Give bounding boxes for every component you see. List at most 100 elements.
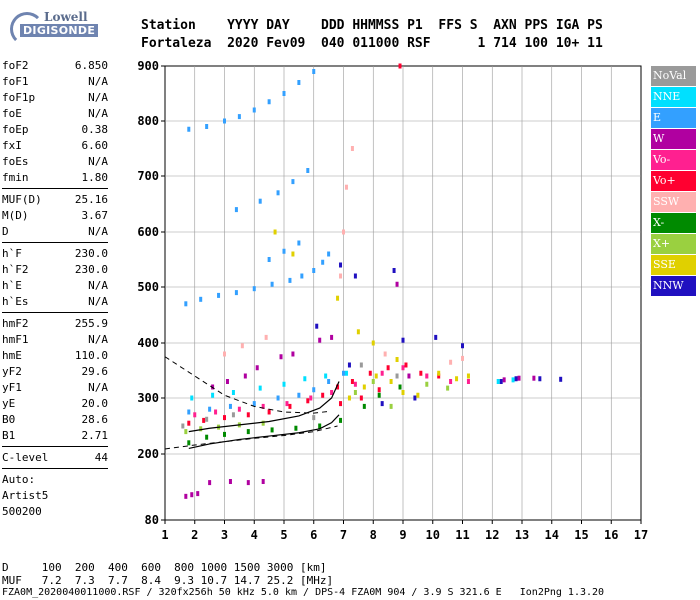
param-value: 255.9 <box>74 317 108 330</box>
data-point-sse <box>416 392 420 398</box>
data-point-ssw <box>383 351 387 357</box>
param-name: foEs <box>2 155 29 168</box>
data-point-ssw <box>339 273 343 279</box>
data-point-e <box>306 168 310 173</box>
data-point-nnw <box>413 395 417 401</box>
x-tick-label: 16 <box>604 528 618 542</box>
param-value: N/A <box>88 333 108 346</box>
divider <box>2 242 108 243</box>
legend-item: NNE <box>651 87 696 107</box>
data-point-e <box>187 409 191 415</box>
x-tick-label: 10 <box>426 528 440 542</box>
param-value: 28.6 <box>81 413 109 426</box>
data-point-sse <box>362 384 366 390</box>
data-point-e <box>237 114 241 120</box>
param-name: h`Es <box>2 295 29 308</box>
param-row: MUF(D) 25.16 <box>2 192 108 208</box>
param-row: foE N/A <box>2 106 108 122</box>
data-point-nne <box>303 376 307 382</box>
param-name: yF2 <box>2 365 22 378</box>
data-point-e <box>184 301 188 307</box>
param-row: h`F2 230.0 <box>2 262 108 278</box>
data-point-x <box>184 429 188 435</box>
data-point-e <box>312 387 316 393</box>
data-point-noval <box>205 416 209 422</box>
data-point-nnw <box>347 362 351 368</box>
param-name: MUF(D) <box>2 193 42 206</box>
data-point-vo <box>398 63 402 69</box>
param-name: hmF2 <box>2 317 29 330</box>
data-point-w <box>190 492 194 498</box>
param-row: foF1 N/A <box>2 74 108 90</box>
x-tick-label: 8 <box>370 528 377 542</box>
param-value: 1.80 <box>81 171 109 184</box>
param-group-confidence: C-level 44 <box>2 450 108 466</box>
x-tick-label: 17 <box>634 528 648 542</box>
param-row: foF1p N/A <box>2 90 108 106</box>
y-tick-label: 80 <box>145 513 159 527</box>
data-point-x <box>339 417 343 423</box>
data-point-nne <box>496 379 500 384</box>
data-point-e <box>258 198 262 204</box>
data-point-vo <box>437 373 441 379</box>
data-point-x <box>371 379 375 384</box>
data-point-noval <box>181 423 185 429</box>
data-point-vo <box>309 395 313 401</box>
data-point-vo <box>359 395 363 401</box>
data-point-e <box>282 91 286 96</box>
param-row: foEs N/A <box>2 154 108 170</box>
data-point-nnw <box>559 376 563 382</box>
data-point-vo <box>419 370 423 376</box>
legend-item: X+ <box>651 234 696 254</box>
data-point-e <box>234 290 238 296</box>
logo-arc-icon <box>10 12 44 46</box>
data-point-nnw <box>434 334 438 340</box>
data-point-vo <box>187 420 191 426</box>
param-row: yF1 N/A <box>2 380 108 396</box>
data-point-x <box>362 403 366 409</box>
data-point-e <box>276 395 280 401</box>
data-point-w <box>208 480 212 486</box>
param-value: N/A <box>88 295 108 308</box>
data-point-vo <box>237 406 241 412</box>
data-point-nnw <box>401 337 405 343</box>
param-name: h`F <box>2 247 22 260</box>
data-point-x <box>223 431 226 437</box>
data-point-w <box>532 375 536 381</box>
param-value: N/A <box>88 75 108 88</box>
param-name: foE <box>2 107 22 120</box>
param-value: N/A <box>88 155 108 168</box>
data-point-e <box>312 268 316 273</box>
data-point-e <box>205 124 209 129</box>
data-point-ssw <box>240 343 244 349</box>
data-point-sse <box>273 229 277 235</box>
param-row: yE 20.0 <box>2 396 108 412</box>
data-point-x <box>270 427 274 433</box>
y-tick-label: 200 <box>137 447 159 461</box>
data-point-e <box>327 251 331 257</box>
data-point-nnw <box>315 323 319 329</box>
data-point-nne <box>282 381 286 387</box>
param-row: M(D) 3.67 <box>2 208 108 224</box>
param-name: foF2 <box>2 59 29 72</box>
data-point-vo <box>368 370 372 376</box>
data-point-vo <box>261 403 265 409</box>
y-tick-label: 900 <box>137 59 159 73</box>
divider <box>2 188 108 189</box>
data-point-e <box>291 179 295 185</box>
data-point-e <box>187 126 191 132</box>
data-point-sse <box>437 370 441 376</box>
param-value: 25.16 <box>74 193 108 206</box>
data-point-x <box>389 403 393 409</box>
data-point-sse <box>466 373 470 379</box>
data-point-e <box>252 286 256 292</box>
data-point-x <box>246 429 250 435</box>
param-value: 29.6 <box>81 365 109 378</box>
x-tick-label: 2 <box>191 528 198 542</box>
param-row: fxI 6.60 <box>2 138 108 154</box>
data-point-vo <box>466 379 470 384</box>
param-name: fxI <box>2 139 22 152</box>
x-tick-label: 9 <box>399 528 406 542</box>
data-point-w <box>246 480 250 486</box>
data-point-w <box>196 491 200 497</box>
